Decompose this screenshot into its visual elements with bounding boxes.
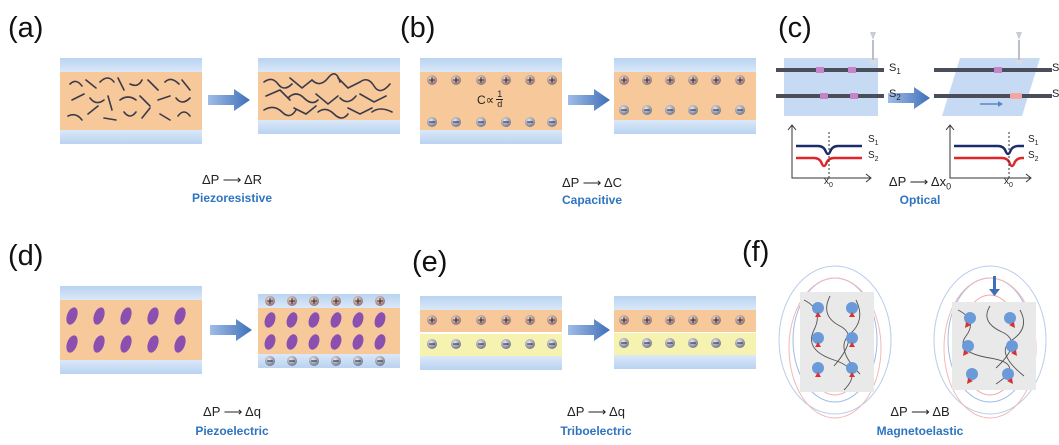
plot-label-s1-sheared: S1 [1028,134,1039,147]
panel-e-sensor-compressed [614,296,756,369]
plot-label-s2: S2 [868,150,879,163]
label-s2: S2 [889,88,901,103]
caption-magnetoelastic: Magnetoelastic [876,424,964,438]
plot-label-s1: S1 [868,134,879,147]
panel-label-e: (e) [412,246,448,278]
magnet-block-initial [800,292,874,392]
caption-triboelectric: Triboelectric [560,424,632,438]
panel-c-waveguide-sheared [934,32,1052,116]
conductive-fibers-compressed [263,73,393,119]
formula-magnetoelastic: ΔP ⟶ ΔB [890,404,950,419]
panel-label-d: (d) [8,240,44,272]
formula-triboelectric: ΔP ⟶ Δq [567,404,625,419]
formula-capacitive: ΔP ⟶ ΔC [561,175,623,190]
caption-piezoresistive: Piezoresistive [191,191,273,205]
light-probe-icon-2 [1014,32,1024,66]
panel-f-magnetoelastic [778,265,1047,419]
piezo-particles [66,307,186,353]
panel-a-piezoresistive [60,58,400,144]
fraction-denominator: d [497,99,503,109]
fraction-numerator: 1 [496,89,504,100]
caption-capacitive: Capacitive [561,193,623,207]
panel-c-signal-plot-sheared [945,124,1032,183]
capacitance-fraction: 1 d [496,89,504,109]
panel-e-sensor-initial [420,296,562,370]
panel-a-sensor-compressed [258,58,400,134]
panel-d-sensor-compressed [258,294,400,368]
capacitance-relation: C∝ 1 d [477,89,504,109]
panel-label-b: (b) [400,12,436,44]
capacitance-symbol: C∝ [477,92,495,107]
panel-a-sensor-initial [60,58,202,144]
panel-a-transition-arrow [208,89,250,111]
formula-piezoelectric: ΔP ⟶ Δq [203,404,261,419]
panel-c-waveguide-initial [776,32,884,116]
caption-optical: Optical [899,193,941,207]
panel-label-c: (c) [778,12,812,44]
label-s1-cropped: S [1052,62,1059,74]
light-probe-icon [868,32,878,66]
label-s1: S1 [889,62,901,77]
formula-optical: ΔP ⟶ Δx0 [888,174,952,192]
panel-b-sensor-compressed [614,58,756,134]
plot-label-x0: x0 [824,176,833,189]
plot-label-s2-sheared: S2 [1028,150,1039,163]
panel-b-transition-arrow [568,89,610,111]
panel-label-a: (a) [8,12,44,44]
panel-d-transition-arrow [210,319,252,341]
panel-e-triboelectric [420,296,756,370]
magnetic-dipoles [812,302,1018,384]
caption-piezoelectric: Piezoelectric [195,424,269,438]
panel-d-sensor-initial [60,286,202,374]
formula-piezoresistive: ΔP ⟶ ΔR [201,172,263,187]
panel-d-piezoelectric [60,286,400,374]
panel-label-f: (f) [742,236,770,268]
conductive-fibers [67,77,191,121]
plot-label-x0-sheared: x0 [1004,176,1013,189]
panel-b-capacitive [420,58,756,144]
pressure-down-arrow-icon [989,276,1000,296]
panel-c-optical [776,32,1052,183]
panel-e-transition-arrow [568,319,610,341]
label-s2-cropped: S [1052,88,1059,100]
panel-b-sensor-initial [420,58,562,144]
panel-c-signal-plot-initial [787,124,872,183]
piezo-particles-compressed [264,295,386,367]
